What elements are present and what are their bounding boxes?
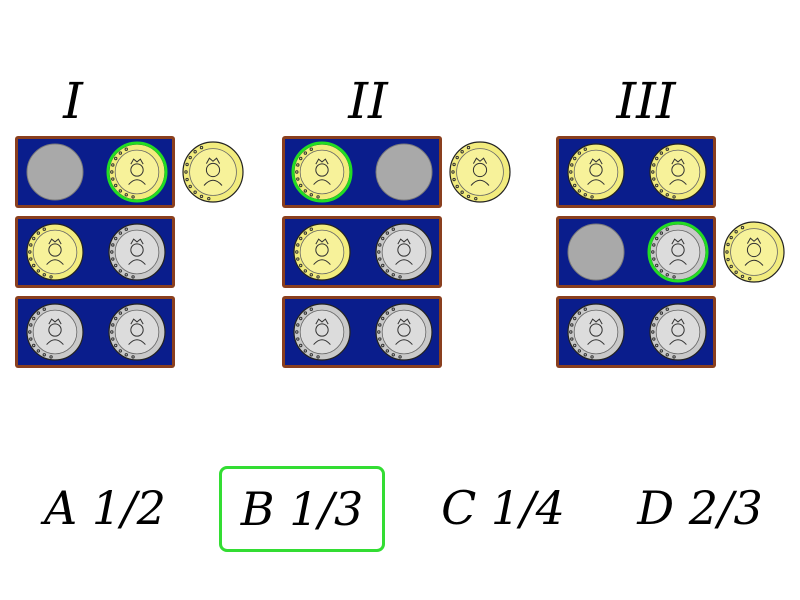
coin-box [282,296,442,368]
coin-box [15,216,175,288]
silver-coin-icon [26,303,84,361]
set-label-iii: III [615,72,677,130]
set-label-ii: II [347,72,389,130]
selected-coin-highlight [647,221,709,283]
coin-box [282,216,442,288]
silver-coin-icon [108,223,166,281]
silver-coin-icon [375,303,433,361]
answer-letter-a: A [44,481,78,535]
coin-box [282,136,442,208]
answer-letter-c: C [441,481,477,535]
gold-coin-icon [723,221,785,283]
coin-box [556,136,716,208]
silver-coin-icon [375,223,433,281]
answer-option-b[interactable]: B 1/3 [219,466,385,552]
answer-option-c[interactable]: C 1/4 [418,478,588,538]
silver-coin-icon [293,303,351,361]
empty-slot-icon [567,223,625,281]
empty-slot-icon [26,143,84,201]
answer-option-d[interactable]: D 2/3 [612,478,788,538]
gold-coin-icon [449,141,511,203]
answer-value-c: 1/4 [490,481,565,535]
answer-value-d: 2/3 [688,481,763,535]
answer-option-a[interactable]: A 1/2 [20,478,190,538]
gold-coin-icon [293,143,351,201]
coin-set-i: I [15,72,244,368]
silver-coin-icon [649,303,707,361]
gold-coin-icon [293,223,351,281]
coin-set-ii: II [282,72,511,368]
silver-coin-icon [649,223,707,281]
coin-set-iii: III [556,72,785,368]
answer-letter-d: D [637,481,675,535]
answer-value-b: 1/3 [289,482,364,536]
answer-letter-b: B [240,482,275,536]
coin-box [15,296,175,368]
set-label-i: I [62,72,84,130]
coin-box [556,296,716,368]
gold-coin-icon [182,141,244,203]
gold-coin-icon [649,143,707,201]
silver-coin-icon [567,303,625,361]
answer-value-a: 1/2 [91,481,166,535]
coin-box [556,216,716,288]
selected-coin-highlight [106,141,168,203]
silver-coin-icon [108,303,166,361]
empty-slot-icon [375,143,433,201]
gold-coin-icon [26,223,84,281]
gold-coin-icon [567,143,625,201]
coin-box [15,136,175,208]
selected-coin-highlight [291,141,353,203]
